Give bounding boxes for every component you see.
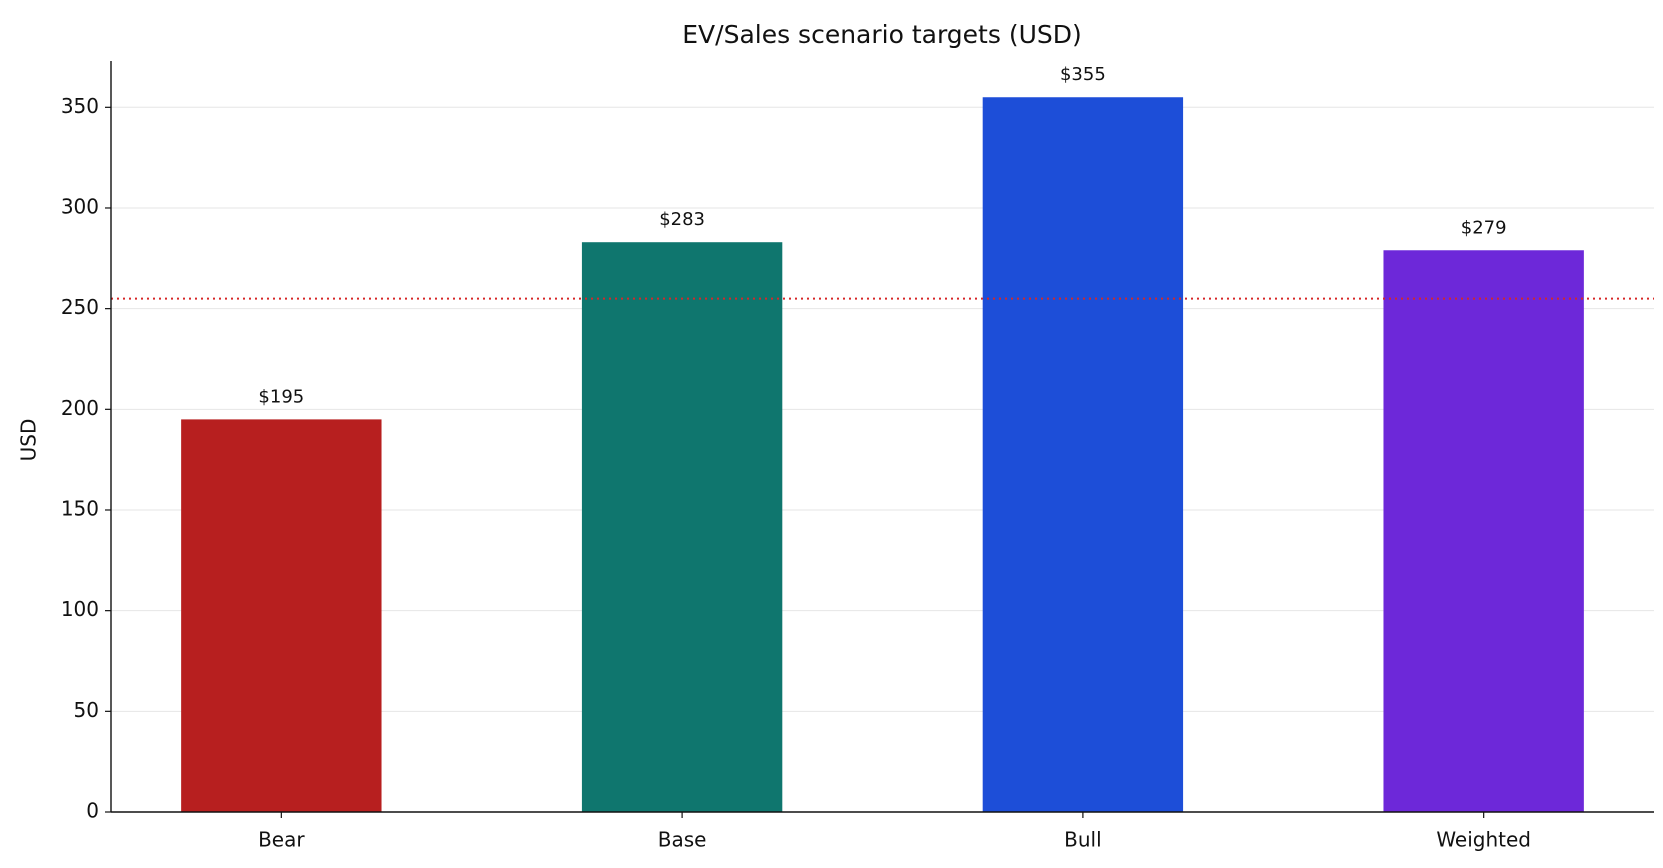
bar [982,97,1184,813]
y-tick-label: 350 [61,94,99,118]
y-tick-label: 150 [61,496,99,520]
value-label: $283 [659,209,705,230]
y-tick-label: 200 [61,396,99,420]
y-tick-label: 100 [61,597,99,621]
value-label: $355 [1060,64,1106,85]
bar [581,242,783,813]
bar [1383,250,1584,812]
bar [181,419,382,812]
y-tick-label: 250 [61,295,99,319]
x-tick-label: Bear [258,828,305,852]
chart-title: EV/Sales scenario targets (USD) [682,20,1082,49]
x-tick-label: Base [658,828,707,852]
y-axis-label: USD [17,419,41,462]
y-tick-label: 300 [61,194,99,218]
x-tick-label: Weighted [1436,828,1531,852]
y-tick-label: 0 [86,799,99,823]
x-tick-label: Bull [1064,828,1102,852]
value-label: $279 [1461,217,1507,238]
y-tick-label: 50 [74,698,99,722]
value-label: $195 [258,386,304,407]
